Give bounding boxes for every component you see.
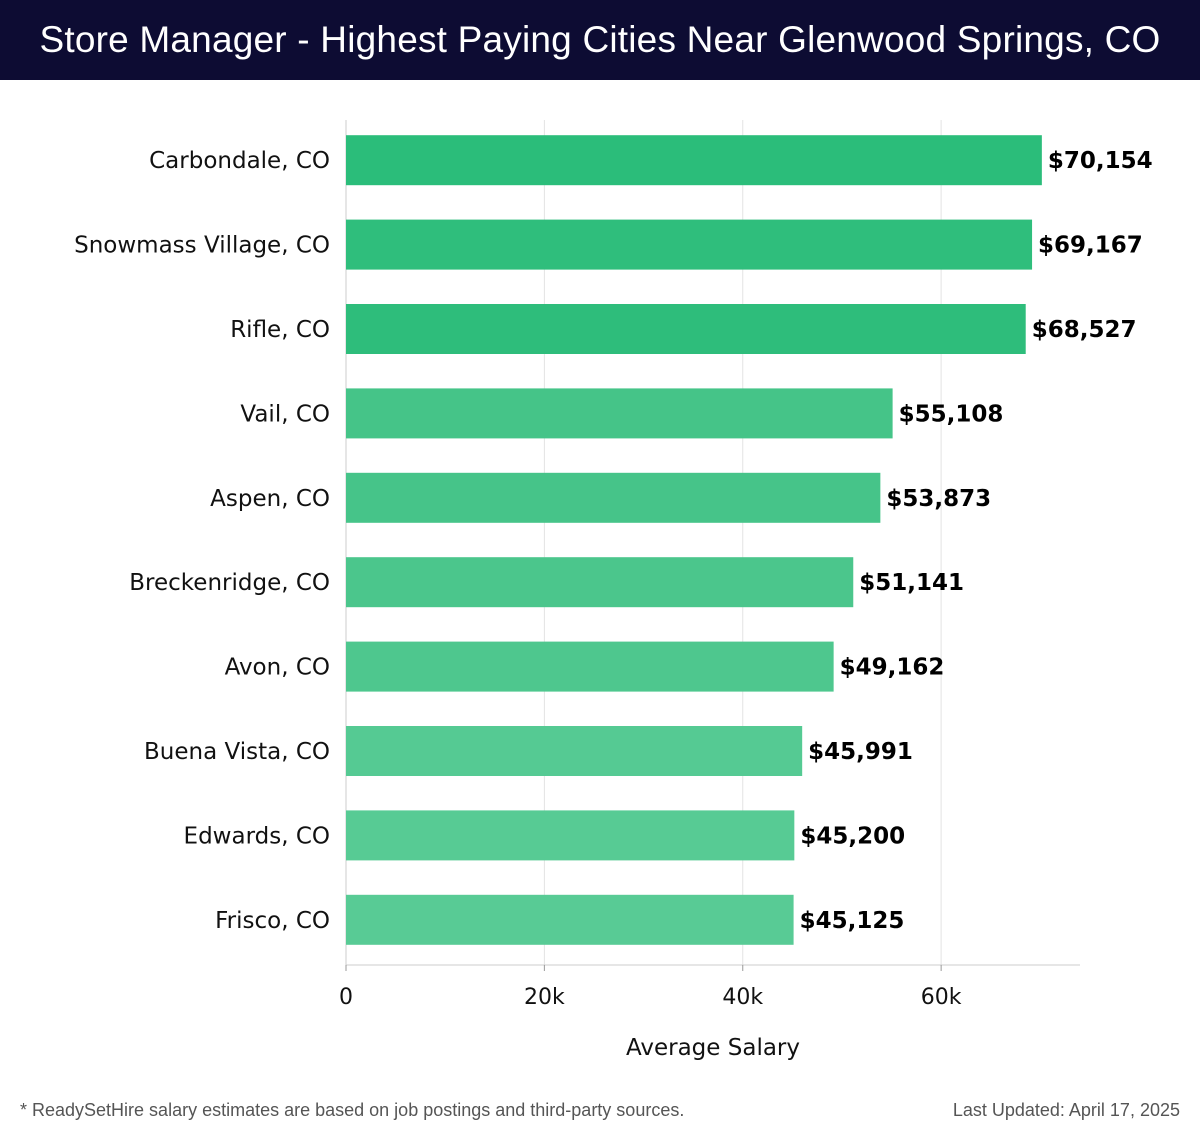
x-axis-title: Average Salary [626,1035,800,1061]
bar [346,726,803,776]
category-label: Aspen, CO [210,486,330,512]
value-label: $45,991 [808,739,913,765]
x-tick-label: 60k [921,985,962,1010]
value-label: $68,527 [1032,317,1137,343]
category-label: Breckenridge, CO [129,570,330,596]
page-title: Store Manager - Highest Paying Cities Ne… [39,19,1161,60]
bar [346,472,881,523]
title-bar: Store Manager - Highest Paying Cities Ne… [0,0,1200,80]
value-label: $51,141 [859,570,964,596]
x-tick-label: 20k [524,985,565,1010]
category-label: Rifle, CO [230,317,330,343]
bar [346,388,893,439]
x-tick-label: 0 [339,985,353,1010]
value-label: $53,873 [886,486,991,512]
category-label: Vail, CO [240,401,330,427]
last-updated: Last Updated: April 17, 2025 [952,1100,1180,1120]
bar [346,219,1033,270]
value-label: $45,125 [800,908,905,934]
bar [346,135,1042,186]
bar-chart: 0 20k 40k 60k Average Salary Carbondale, CO $7… [74,120,1153,1061]
category-label: Snowmass Village, CO [74,233,330,259]
category-label: Frisco, CO [215,908,330,934]
bar [346,810,795,861]
category-label: Edwards, CO [184,823,330,849]
x-tick-label: 40k [722,985,763,1010]
category-label: Carbondale, CO [149,148,330,174]
footnote: * ReadySetHire salary estimates are base… [20,1100,685,1120]
value-label: $69,167 [1038,233,1143,259]
bar [346,641,834,692]
category-label: Buena Vista, CO [144,739,330,765]
value-label: $70,154 [1048,148,1153,174]
bar [346,557,854,608]
value-label: $55,108 [899,401,1004,427]
bar [346,894,794,945]
value-label: $49,162 [840,655,945,681]
category-label: Avon, CO [225,655,330,681]
value-label: $45,200 [800,823,905,849]
bar [346,304,1026,354]
